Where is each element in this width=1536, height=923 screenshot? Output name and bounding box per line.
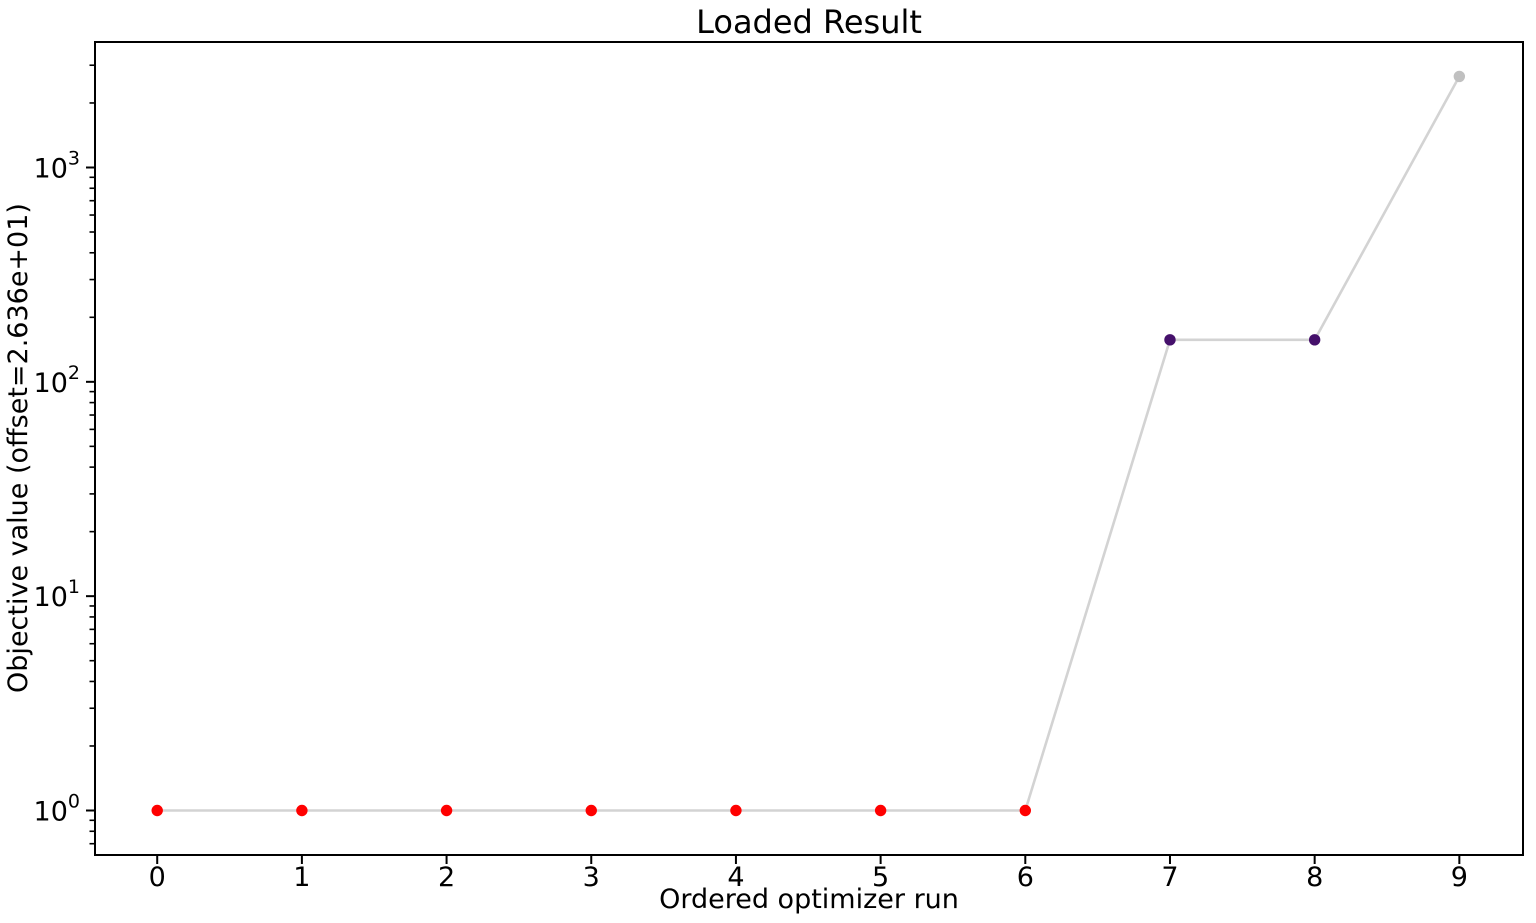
y-tick-label: 101 [34, 576, 80, 613]
y-tick-label: 102 [34, 362, 80, 399]
data-point [151, 804, 163, 817]
data-point [730, 804, 742, 817]
x-tick-label: 3 [583, 862, 600, 893]
data-point [1019, 804, 1031, 817]
y-tick-label: 100 [34, 791, 80, 828]
data-point [296, 804, 308, 817]
x-tick-label: 0 [149, 862, 166, 893]
data-point [1308, 334, 1321, 346]
x-tick-label: 4 [727, 862, 744, 893]
y-axis-label: Objective value (offset=2.636e+01) [3, 203, 34, 693]
data-line [157, 75, 1461, 812]
data-point [874, 804, 887, 817]
axes-frame [94, 41, 1524, 856]
x-tick-label: 7 [1161, 862, 1178, 893]
x-tick-label: 6 [1017, 862, 1034, 893]
x-axis-label: Ordered optimizer run [659, 884, 959, 915]
x-tick-label: 8 [1306, 862, 1323, 893]
plot-area: 0 1 2 3 4 5 6 7 8 9 100 101 102 103 [34, 41, 1524, 893]
data-point [1164, 334, 1176, 346]
y-tick-label: 103 [34, 147, 80, 184]
data-point [585, 804, 597, 817]
chart-title: Loaded Result [696, 3, 922, 41]
x-tick-label: 1 [293, 862, 310, 893]
x-tick-label: 5 [872, 862, 889, 893]
data-point [440, 804, 453, 817]
data-point [1453, 70, 1466, 83]
x-tick-label: 2 [438, 862, 455, 893]
x-tick-label: 9 [1451, 862, 1468, 893]
